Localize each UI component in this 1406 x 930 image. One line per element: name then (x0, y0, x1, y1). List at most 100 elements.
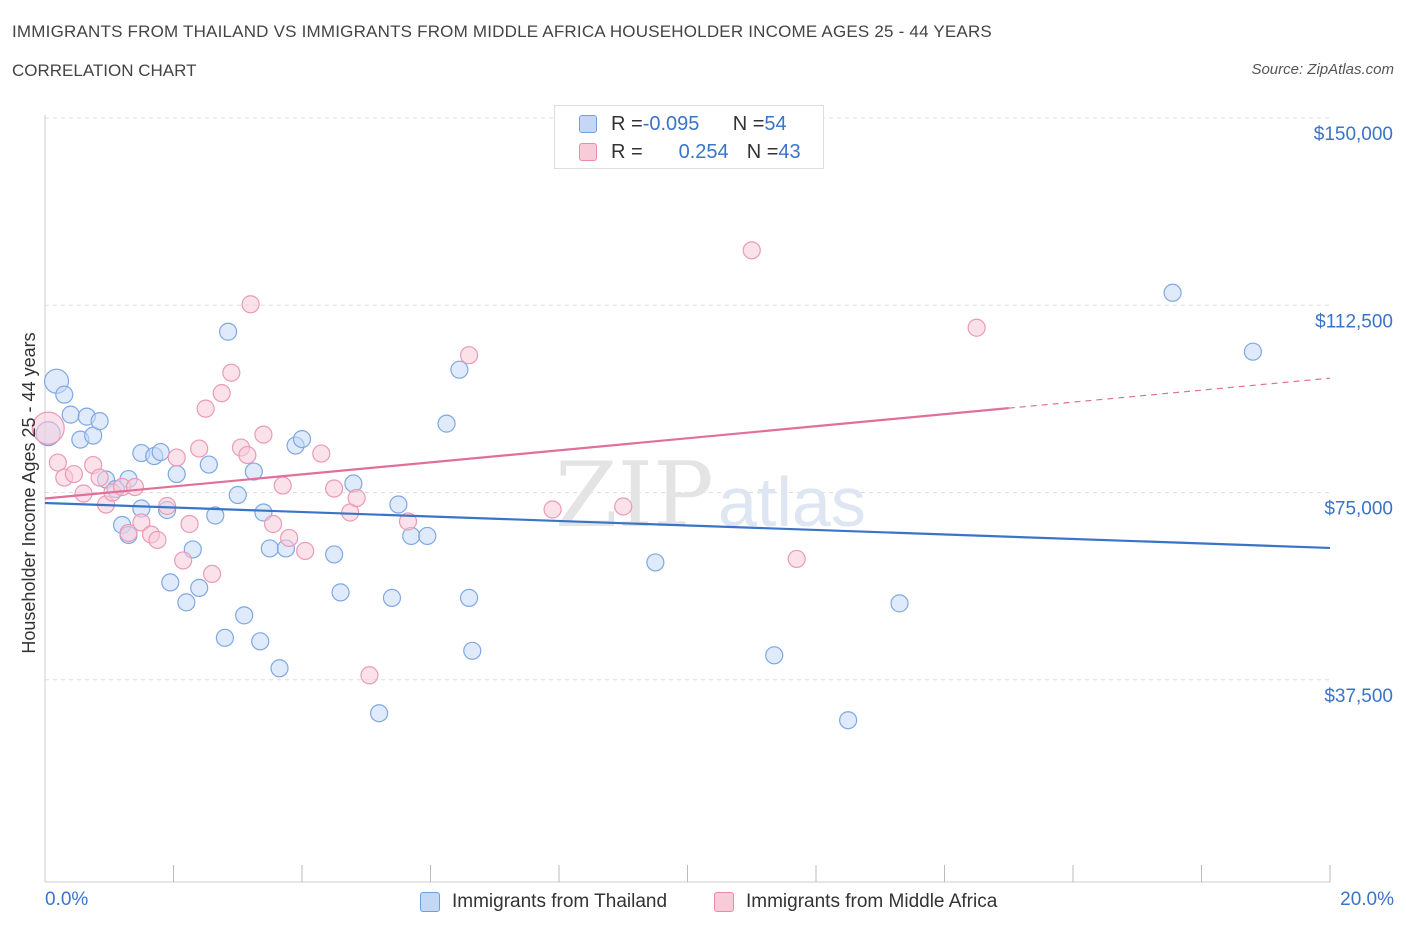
africa-point (31, 411, 65, 445)
thailand-point (839, 711, 858, 730)
y-tick-labels: $37,500 $75,000 $112,500 $150,000 (1314, 124, 1393, 707)
watermark-zip: ZIP (555, 443, 714, 548)
thailand-point (325, 545, 344, 564)
thailand-n-value: 54 (764, 112, 787, 135)
africa-trend-line (44, 407, 1009, 500)
correlation-stats-box: R = -0.095 N = 54 R = 0.254 N = 43 (554, 105, 824, 169)
thailand-point (199, 455, 218, 474)
africa-point (543, 500, 562, 519)
trend-lines (44, 377, 1331, 550)
thailand-point (331, 583, 350, 602)
source-credit: Source: ZipAtlas.com (1251, 61, 1394, 78)
africa-point (222, 363, 241, 382)
x-ticks (173, 865, 1331, 882)
thailand-point (190, 578, 209, 597)
africa-point (90, 468, 109, 487)
africa-n-value: 43 (778, 140, 801, 163)
africa-point (238, 445, 257, 465)
africa-point (202, 564, 222, 584)
thailand-point (270, 659, 289, 678)
data-points (31, 241, 1263, 730)
legend-africa: Immigrants from Middle Africa (714, 889, 997, 915)
africa-point (273, 476, 292, 495)
x-min-label: 0.0% (45, 889, 89, 910)
africa-point (614, 497, 633, 516)
thailand-point (219, 322, 238, 341)
africa-point (180, 514, 199, 534)
thailand-point (55, 385, 74, 404)
thailand-r-value: -0.095 (642, 112, 700, 135)
thailand-point (646, 553, 665, 572)
thailand-point (251, 632, 270, 651)
thailand-r-label: R = (611, 112, 643, 135)
thailand-point (215, 628, 234, 647)
africa-point (312, 444, 331, 463)
africa-point (263, 514, 283, 534)
thailand-point (450, 360, 469, 379)
legend-africa-label: Immigrants from Middle Africa (746, 891, 998, 912)
legend-africa-swatch (714, 892, 734, 912)
thailand-point (177, 593, 196, 612)
thailand-n-label: N = (732, 112, 765, 135)
africa-n-label: N = (746, 140, 779, 163)
thailand-point (463, 641, 482, 660)
y-tick-label: $37,500 (1324, 686, 1393, 707)
thailand-point (382, 588, 402, 607)
stat-row-thailand: R = -0.095 N = 54 (579, 111, 787, 137)
legend-thailand-swatch (420, 892, 440, 912)
africa-point (125, 477, 145, 497)
y-tick-label: $75,000 (1324, 499, 1393, 520)
africa-point (459, 346, 479, 365)
y-axis-label: Householder Income Ages 25 - 44 years (19, 332, 39, 653)
thailand-point (228, 485, 247, 505)
thailand-point (292, 429, 312, 449)
y-tick-label: $150,000 (1314, 124, 1393, 145)
thailand-point (389, 495, 408, 514)
grid-lines (45, 117, 1330, 681)
legend-thailand: Immigrants from Thailand (420, 889, 667, 915)
thailand-point (161, 573, 180, 592)
africa-point (280, 528, 299, 548)
thailand-point (260, 539, 279, 558)
africa-point (241, 295, 260, 314)
africa-point (360, 666, 379, 685)
africa-point (296, 541, 315, 561)
legend-thailand-label: Immigrants from Thailand (452, 891, 668, 912)
africa-point (196, 399, 215, 418)
africa-point (325, 479, 344, 498)
africa-point (212, 384, 231, 403)
africa-point (48, 453, 67, 472)
thailand-point (151, 442, 170, 462)
africa-trend-extension (1008, 377, 1331, 409)
thailand-swatch (579, 115, 597, 133)
africa-r-value: 0.254 (678, 140, 729, 163)
thailand-point (765, 646, 784, 665)
africa-point (174, 551, 193, 570)
africa-point (398, 512, 418, 531)
africa-point (167, 448, 186, 467)
thailand-point (90, 412, 109, 431)
africa-swatch (579, 143, 597, 161)
thailand-trend-line (44, 501, 1331, 550)
africa-point (64, 464, 84, 484)
africa-point (347, 488, 366, 508)
thailand-point (1163, 283, 1182, 302)
thailand-point (235, 606, 254, 625)
africa-point (190, 439, 209, 458)
y-tick-label: $112,500 (1315, 311, 1393, 332)
stat-row-africa: R = 0.254 N = 43 (579, 139, 801, 165)
chart-title: IMMIGRANTS FROM THAILAND VS IMMIGRANTS F… (12, 22, 992, 41)
africa-point (967, 318, 986, 337)
africa-point (148, 530, 167, 550)
thailand-point (1243, 342, 1263, 361)
thailand-point (206, 506, 225, 525)
thailand-point (437, 414, 456, 433)
africa-point (742, 241, 761, 260)
africa-point (787, 549, 806, 569)
thailand-point (61, 405, 80, 424)
thailand-point (418, 526, 437, 546)
africa-point (119, 523, 138, 543)
thailand-point (167, 464, 186, 484)
watermark: ZIP atlas (555, 443, 866, 548)
